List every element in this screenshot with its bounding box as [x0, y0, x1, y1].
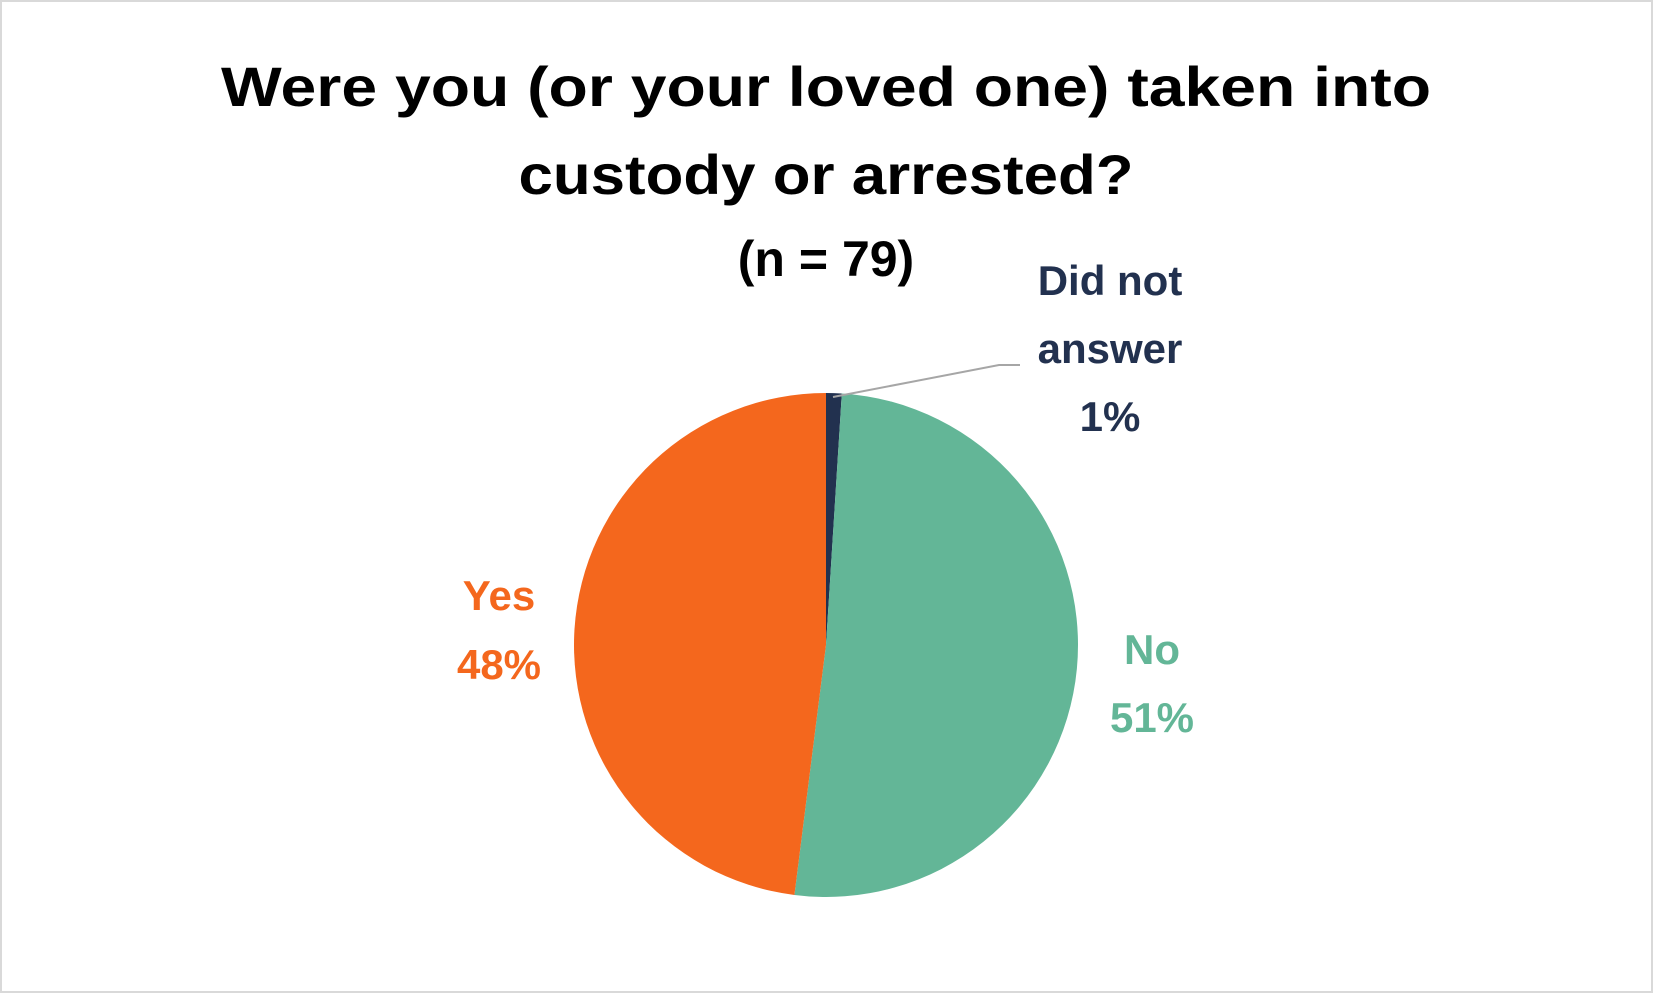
label-did-not-answer-line-1: Did not: [1038, 257, 1183, 304]
chart-subtitle: (n = 79): [738, 231, 914, 287]
label-yes-value: 48%: [457, 641, 541, 688]
label-yes: Yes: [463, 572, 535, 619]
pie-slice-no: [794, 393, 1078, 897]
label-no-value: 51%: [1110, 694, 1194, 741]
label-did-not-answer-value: 1%: [1080, 393, 1141, 440]
chart-title-line-2: custody or arrested?: [519, 143, 1134, 206]
pie-slice-yes: [573, 393, 826, 896]
label-did-not-answer-line-2: answer: [1038, 325, 1183, 372]
pie-slice-did-not-answer: [826, 393, 842, 645]
label-no: No: [1124, 626, 1180, 673]
leader-line-did-not-answer: [832, 364, 1020, 398]
chart-title-line-1: Were you (or your loved one) taken into: [221, 55, 1431, 118]
